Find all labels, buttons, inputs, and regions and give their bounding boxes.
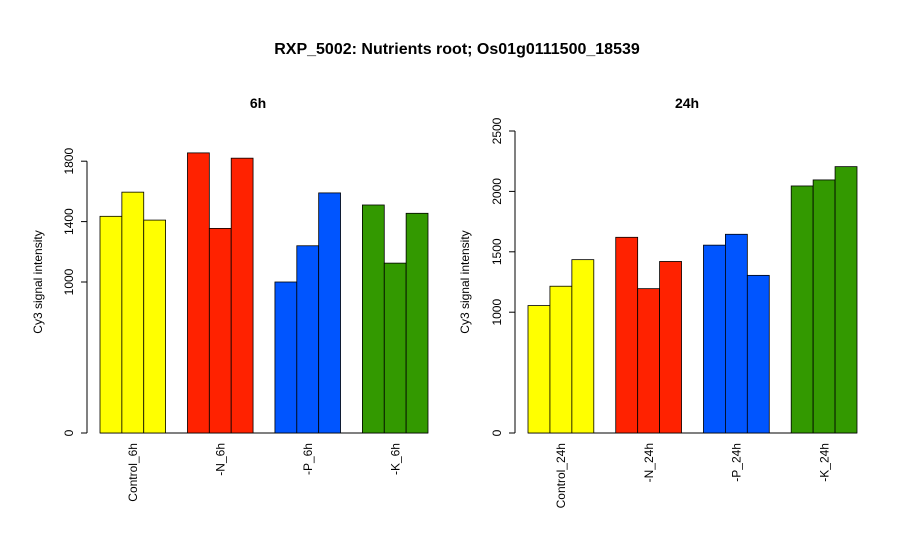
bar-n-6h-2 (208, 227, 232, 434)
bar-p-6h-1 (274, 281, 298, 434)
y-axis-label: Cy3 signal intensity (31, 230, 45, 333)
y-tick-label: 1000 (490, 299, 504, 326)
bar-p-24h-1 (703, 244, 726, 434)
bar-control-24h-3 (571, 259, 595, 434)
bar-p-6h-3 (318, 192, 341, 434)
x-category-label: Control_6h (126, 443, 140, 502)
panel-24h: 24h Cy3 signal intensity 0 1000 1500 2000 2500… (458, 95, 858, 508)
x-category-label: Control_24h (554, 443, 568, 508)
chart-title: RXP_5002: Nutrients root; Os01g0111500_1… (274, 41, 640, 58)
bar-p-24h-2 (725, 233, 748, 434)
bar-k-6h-3 (405, 212, 429, 434)
y-tick-label: 0 (490, 429, 504, 436)
bar-k-24h-2 (812, 179, 836, 434)
bar-n-24h-3 (659, 261, 682, 434)
panel-6h: 6h Cy3 signal intensity 0 1000 1400 1800 Contr… (31, 95, 429, 502)
y-tick-label: 1800 (62, 148, 76, 175)
x-category-label: -K_24h (817, 443, 831, 482)
bar-control-24h-1 (527, 305, 551, 434)
x-category-label: -K_6h (388, 443, 402, 475)
bar-n-6h-3 (230, 157, 254, 434)
x-category-label: -N_24h (642, 443, 656, 482)
panel-title: 6h (250, 95, 266, 111)
bar-control-6h-3 (143, 219, 167, 434)
y-tick-label: 2000 (490, 178, 504, 205)
bar-control-24h-2 (549, 285, 573, 434)
bar-p-24h-3 (746, 274, 770, 434)
bar-control-6h-1 (99, 215, 123, 434)
y-tick-label: 1000 (62, 268, 76, 295)
bar-n-24h-2 (637, 288, 661, 434)
x-category-label: -P_6h (301, 443, 315, 475)
bar-k-24h-1 (790, 185, 814, 434)
bar-k-24h-3 (834, 166, 858, 434)
y-tick-label: 1400 (62, 208, 76, 235)
y-tick-label: 0 (62, 429, 76, 436)
x-category-label: -P_24h (730, 443, 744, 482)
y-axis-label: Cy3 signal intensity (458, 230, 472, 333)
y-tick-label: 1500 (490, 238, 504, 265)
bar-p-6h-2 (296, 245, 320, 434)
bar-n-24h-1 (615, 236, 639, 434)
x-category-label: -N_6h (213, 443, 227, 476)
panel-title: 24h (675, 95, 699, 111)
bar-n-6h-1 (187, 152, 210, 434)
y-tick-label: 2500 (490, 117, 504, 144)
bar-k-6h-2 (383, 262, 407, 434)
bar-control-6h-2 (121, 191, 145, 434)
bar-k-6h-1 (361, 204, 385, 434)
